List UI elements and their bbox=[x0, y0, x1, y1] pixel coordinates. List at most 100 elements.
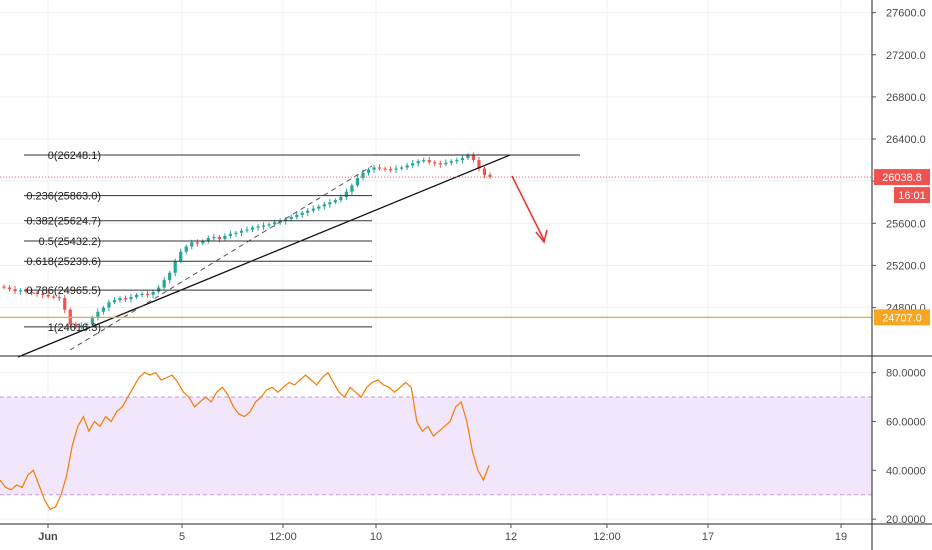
candle-body bbox=[422, 160, 426, 162]
fib-level-label: 0.786(24965.5) bbox=[26, 285, 101, 297]
candle-body bbox=[322, 204, 326, 207]
candle bbox=[427, 156, 431, 165]
candle-body bbox=[250, 227, 255, 230]
candle bbox=[184, 244, 188, 255]
candle-body bbox=[328, 202, 332, 205]
candle bbox=[422, 157, 426, 164]
candle-body bbox=[339, 196, 343, 201]
candle bbox=[433, 160, 437, 167]
candle bbox=[123, 295, 128, 303]
candle bbox=[482, 166, 487, 179]
candle-body bbox=[405, 165, 409, 168]
candle-body bbox=[151, 291, 155, 295]
candle bbox=[267, 222, 271, 228]
candle-body bbox=[35, 292, 39, 295]
candle bbox=[411, 160, 415, 169]
candle-body bbox=[333, 200, 337, 203]
candle bbox=[388, 166, 393, 173]
candle bbox=[13, 285, 17, 295]
candle bbox=[372, 164, 376, 174]
candle-body bbox=[74, 324, 78, 327]
candle-body bbox=[444, 162, 448, 165]
candle bbox=[488, 172, 492, 179]
candle bbox=[162, 277, 166, 290]
down-arrow-shaft bbox=[511, 175, 545, 241]
candle bbox=[333, 198, 337, 205]
candle-body bbox=[2, 286, 6, 288]
candle-body bbox=[383, 168, 387, 170]
candle bbox=[24, 287, 28, 294]
candle bbox=[394, 165, 398, 174]
candle bbox=[52, 294, 56, 300]
candle-body bbox=[394, 168, 398, 170]
candle bbox=[455, 157, 459, 165]
candle bbox=[438, 160, 442, 168]
candle-body bbox=[433, 162, 437, 164]
candle-body bbox=[184, 246, 188, 252]
candle bbox=[366, 167, 371, 176]
time-tick-label: 12 bbox=[505, 531, 517, 543]
candle bbox=[101, 305, 106, 315]
candle-body bbox=[223, 235, 227, 240]
candle bbox=[444, 159, 448, 167]
price-tick-label: 25600.0 bbox=[886, 218, 926, 230]
candle bbox=[306, 208, 310, 217]
candle bbox=[145, 290, 150, 298]
candle-body bbox=[57, 297, 61, 299]
drawings-layer bbox=[0, 154, 872, 358]
candle bbox=[129, 293, 133, 303]
rsi-tick-label: 60.0000 bbox=[886, 416, 926, 428]
candle-body bbox=[377, 167, 382, 169]
candle-body bbox=[168, 272, 172, 281]
candle bbox=[350, 183, 354, 196]
candle-body bbox=[261, 225, 266, 227]
fib-level-label: 0.5(25432.2) bbox=[39, 236, 101, 248]
candle-body bbox=[129, 297, 133, 300]
candle-body bbox=[311, 208, 315, 211]
fib-level-label: 0.236(25863.0) bbox=[26, 191, 101, 203]
candle bbox=[383, 166, 387, 172]
rsi-band-fill bbox=[0, 397, 872, 495]
fibonacci-layer: 0(26248.1) 0.236(25863.0) 0.382(25624.7) 0.… bbox=[24, 150, 372, 334]
candle-body bbox=[179, 251, 183, 262]
candle bbox=[328, 199, 332, 208]
candle bbox=[140, 291, 144, 298]
candle-body bbox=[118, 298, 122, 301]
candle-body bbox=[306, 210, 310, 213]
candle-body bbox=[134, 294, 139, 298]
candle-body bbox=[350, 185, 354, 192]
candle-body bbox=[112, 300, 117, 303]
rsi-tick-label: 80.0000 bbox=[886, 368, 926, 380]
rsi-line bbox=[0, 371, 490, 511]
candle-body bbox=[41, 293, 45, 296]
candle-body bbox=[63, 298, 67, 310]
candle bbox=[400, 165, 404, 171]
candle bbox=[74, 321, 78, 329]
time-tick-label: 10 bbox=[370, 531, 382, 543]
candle-body bbox=[477, 160, 481, 169]
candle bbox=[179, 248, 183, 264]
candle bbox=[206, 235, 210, 244]
candle bbox=[201, 239, 205, 246]
candle-body bbox=[162, 280, 166, 288]
candle bbox=[300, 210, 304, 218]
candle bbox=[460, 154, 464, 164]
candle-body bbox=[388, 169, 393, 171]
candle-body bbox=[295, 214, 299, 217]
candle-body bbox=[460, 157, 464, 161]
candle bbox=[239, 228, 244, 237]
time-tick-label: 5 bbox=[179, 531, 185, 543]
candle bbox=[85, 322, 89, 329]
candle bbox=[234, 230, 238, 237]
candle-body bbox=[455, 160, 459, 162]
candle-body bbox=[245, 229, 249, 231]
candle bbox=[466, 153, 470, 160]
candle bbox=[157, 285, 161, 294]
candle bbox=[295, 211, 299, 220]
candle bbox=[245, 226, 249, 233]
time-tick-label: 17 bbox=[702, 531, 714, 543]
candle-body bbox=[361, 172, 365, 178]
candle-body bbox=[85, 324, 89, 326]
candle-body bbox=[13, 289, 17, 292]
